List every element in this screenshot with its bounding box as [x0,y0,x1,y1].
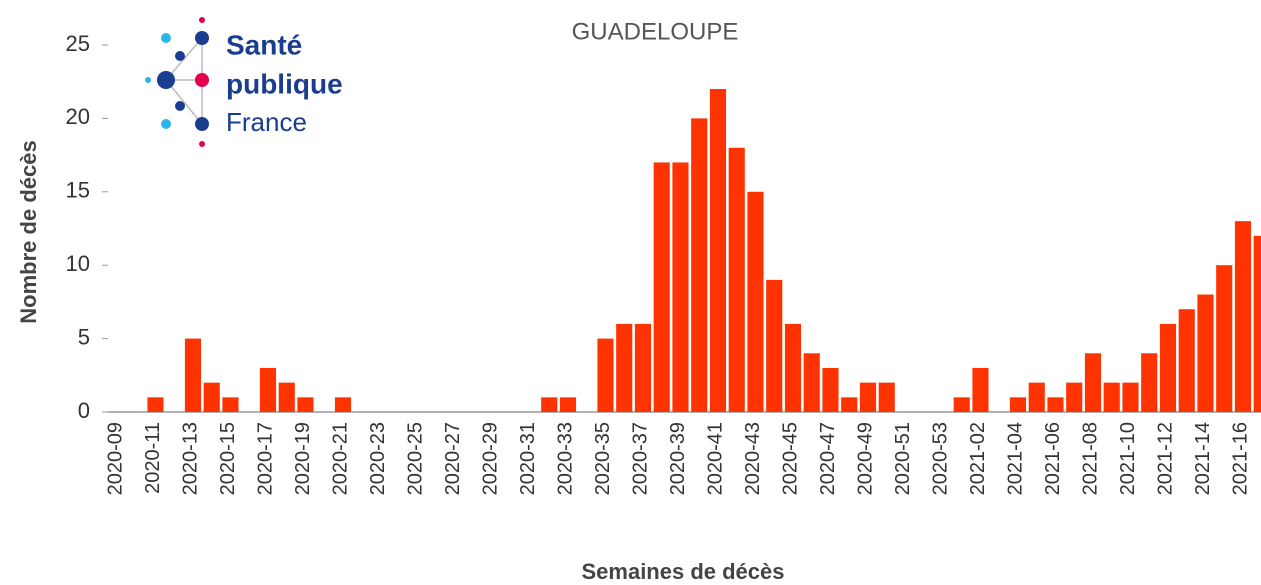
x-tick-label: 2020-21 [329,422,351,495]
bar [1178,309,1195,412]
bar [1141,353,1158,412]
bar [747,191,764,412]
x-tick-label: 2020-29 [479,422,501,495]
bar [1159,323,1177,412]
bar [653,162,670,412]
bar [1197,294,1214,412]
x-tick-label: 2021-02 [967,422,989,495]
bar [972,367,989,412]
bar [859,382,877,412]
bar [953,397,970,412]
bar [803,353,820,412]
x-tick-label: 2020-11 [142,422,164,494]
bar [1234,221,1252,412]
bar [672,162,689,412]
bar [334,397,352,412]
x-tick-label: 2020-17 [254,422,276,495]
bar [184,338,202,412]
bar [203,382,220,412]
y-tick-label: 5 [78,324,90,349]
bar [1028,382,1045,412]
bar [597,338,614,412]
x-tick-label: 2020-37 [629,422,651,495]
x-tick-label: 2020-43 [742,422,764,495]
x-tick-label: 2020-53 [929,422,951,495]
y-tick-label: 10 [66,251,90,276]
x-tick-label: 2020-15 [217,422,239,495]
logo-text: France [226,107,307,137]
bar [1103,382,1120,412]
y-tick-label: 15 [66,178,90,203]
x-tick-label: 2020-51 [892,422,914,495]
bar [822,367,839,412]
x-tick-label: 2021-06 [1042,422,1064,495]
chart-title: GUADELOUPE [572,18,739,45]
bar [1066,382,1083,412]
x-tick-label: 2020-23 [367,422,389,495]
bar [541,397,558,412]
x-tick-label: 2020-27 [442,422,464,495]
bar [1009,397,1027,412]
bar [1122,382,1139,412]
x-tick-label: 2020-13 [179,422,201,495]
logo: Santé publique France [145,17,343,147]
bar [147,397,164,412]
x-tick-label: 2020-49 [854,422,876,495]
x-axis-title: Semaines de décès [581,559,784,584]
x-tick-label: 2020-41 [704,422,726,495]
x-tick-label: 2020-45 [779,422,801,495]
bar [728,147,745,412]
x-tick-label: 2020-33 [554,422,576,495]
x-tick-label: 2021-12 [1154,422,1176,495]
x-tick-label: 2021-14 [1192,422,1214,495]
bar [841,397,858,412]
y-tick-label: 20 [66,104,90,129]
bar [222,397,239,412]
bar [297,397,314,412]
x-tick-label: 2020-25 [404,422,426,495]
x-tick-label: 2020-39 [667,422,689,495]
bar [1047,397,1064,412]
x-tick-label: 2020-47 [817,422,839,495]
x-tick-label: 2020-09 [104,422,126,495]
bar [1084,353,1102,412]
bar [878,382,895,412]
x-tick-label: 2021-16 [1229,422,1251,495]
bar [259,367,277,412]
logo-text: Santé [226,29,302,60]
y-tick-label: 0 [78,398,90,423]
bar [634,323,652,412]
x-tick-label: 2020-31 [517,422,539,495]
y-axis-title: Nombre de décès [16,140,41,323]
bar [691,118,708,413]
bar [616,323,633,412]
bar [559,397,577,412]
y-tick-label: 25 [66,31,90,56]
x-tick-label: 2020-19 [292,422,314,495]
x-tick-label: 2021-10 [1117,422,1139,495]
x-tick-label: 2021-04 [1004,422,1026,495]
bar [1253,235,1261,412]
bar [709,89,727,412]
logo-text: publique [226,68,343,99]
bar [278,382,295,412]
x-tick-label: 2020-35 [592,422,614,495]
bar [766,279,783,412]
bar [1216,265,1233,412]
bar [784,323,802,412]
x-tick-label: 2021-08 [1079,422,1101,495]
